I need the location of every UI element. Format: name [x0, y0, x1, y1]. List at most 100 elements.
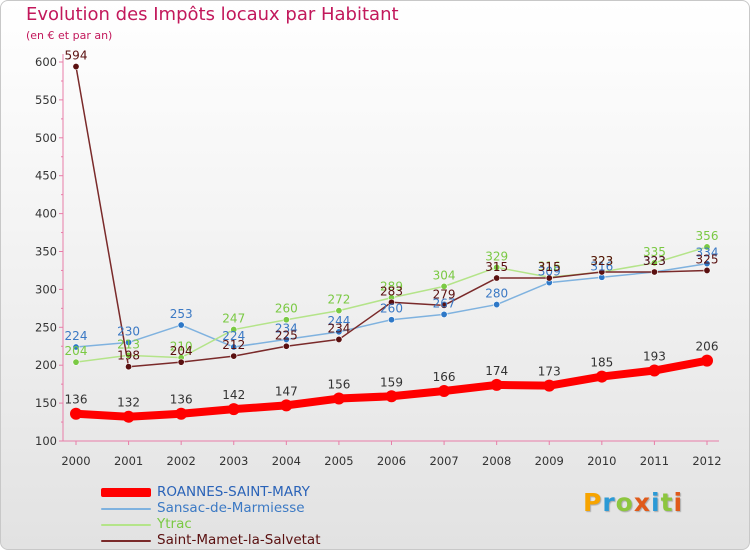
data-point	[122, 410, 135, 423]
data-label: 289	[380, 280, 403, 294]
data-point	[598, 268, 606, 276]
data-point	[440, 301, 448, 309]
y-tick-label: 350	[35, 245, 57, 259]
x-tick-label: 2006	[377, 454, 406, 468]
data-label: 204	[65, 344, 88, 358]
y-tick-label: 300	[35, 282, 57, 296]
logo-letter: x	[633, 488, 651, 517]
x-tick-label: 2011	[640, 454, 669, 468]
data-label: 224	[65, 329, 88, 343]
data-label: 260	[275, 302, 298, 316]
data-point	[175, 407, 188, 420]
data-label: 315	[485, 260, 508, 274]
data-point	[227, 403, 240, 416]
data-label: 267	[433, 296, 456, 310]
data-label: 594	[65, 49, 88, 63]
data-label: 283	[380, 284, 403, 298]
data-label: 280	[485, 287, 508, 301]
data-label: 253	[170, 307, 193, 321]
series-markers	[70, 63, 713, 423]
data-point	[543, 379, 556, 392]
data-point	[177, 358, 185, 366]
data-label: 224	[222, 329, 245, 343]
legend-swatch	[101, 524, 151, 526]
data-point	[280, 399, 293, 412]
data-point	[703, 243, 711, 251]
data-point	[335, 307, 343, 315]
data-point	[595, 370, 608, 383]
data-point	[493, 263, 501, 271]
y-tick-label: 550	[35, 93, 57, 107]
data-label: 136	[65, 393, 88, 407]
x-tick-label: 2005	[324, 454, 353, 468]
data-label: 329	[485, 249, 508, 263]
legend-label: ROANNES-SAINT-MARY	[157, 484, 310, 500]
data-point	[703, 260, 711, 268]
data-label: 325	[696, 252, 719, 266]
data-label: 230	[117, 324, 140, 338]
logo-letter: t	[660, 488, 674, 517]
data-label: 166	[433, 370, 456, 384]
data-label: 244	[327, 314, 350, 328]
chart-title: Evolution des Impôts locaux par Habitant	[26, 4, 399, 25]
data-point	[72, 358, 80, 366]
data-point	[335, 328, 343, 336]
x-tick-label: 2010	[587, 454, 616, 468]
data-label: 309	[538, 265, 561, 279]
data-point	[72, 343, 80, 351]
proxiti-logo: Proxiti	[583, 488, 683, 517]
x-tick-label: 2001	[114, 454, 143, 468]
chart-axes: 100 150 200 250 300 350 400 450 500 550 600 2000 200…	[35, 54, 722, 468]
x-tick-label: 2002	[167, 454, 196, 468]
legend-label: Sansac-de-Marmiesse	[157, 500, 305, 516]
data-point	[440, 310, 448, 318]
data-label: 193	[643, 350, 666, 364]
x-tick-label: 2000	[61, 454, 90, 468]
data-point	[282, 342, 290, 350]
data-label: 279	[433, 287, 456, 301]
data-point	[650, 259, 658, 267]
data-point	[545, 274, 553, 282]
x-tick-label: 2009	[535, 454, 564, 468]
data-label: 323	[643, 254, 666, 268]
data-point	[440, 282, 448, 290]
logo-letter: P	[583, 488, 603, 517]
data-label: 159	[380, 375, 403, 389]
y-tick-label: 400	[35, 207, 57, 221]
y-tick-label: 500	[35, 131, 57, 145]
logo-letter: o	[615, 488, 634, 517]
x-tick-label: 2008	[482, 454, 511, 468]
data-point	[650, 268, 658, 276]
data-label: 316	[538, 259, 561, 273]
data-label: 323	[590, 254, 613, 268]
data-point	[701, 354, 713, 367]
logo-letter: i	[651, 488, 661, 517]
data-label: 260	[380, 302, 403, 316]
logo-letter: i	[673, 488, 684, 517]
data-point	[125, 338, 133, 346]
logo-letter: r	[602, 488, 616, 517]
y-tick-label: 600	[35, 55, 57, 69]
y-tick-label: 200	[35, 358, 57, 372]
data-point	[387, 298, 395, 306]
data-label: 174	[485, 364, 508, 378]
data-point	[335, 335, 343, 343]
x-tick-label: 2012	[692, 454, 721, 468]
data-point	[490, 378, 503, 391]
x-tick-label: 2007	[429, 454, 458, 468]
y-tick-label: 250	[35, 320, 57, 334]
x-tick-label: 2003	[219, 454, 248, 468]
data-label: 206	[696, 340, 719, 354]
y-tick-label: 450	[35, 169, 57, 183]
data-label: 213	[117, 337, 140, 351]
data-point	[70, 407, 82, 420]
data-label: 356	[696, 229, 719, 243]
data-label: 136	[170, 393, 193, 407]
data-point	[125, 363, 133, 371]
data-point	[177, 321, 185, 329]
data-point	[125, 351, 133, 359]
x-tick-label: 2004	[272, 454, 301, 468]
